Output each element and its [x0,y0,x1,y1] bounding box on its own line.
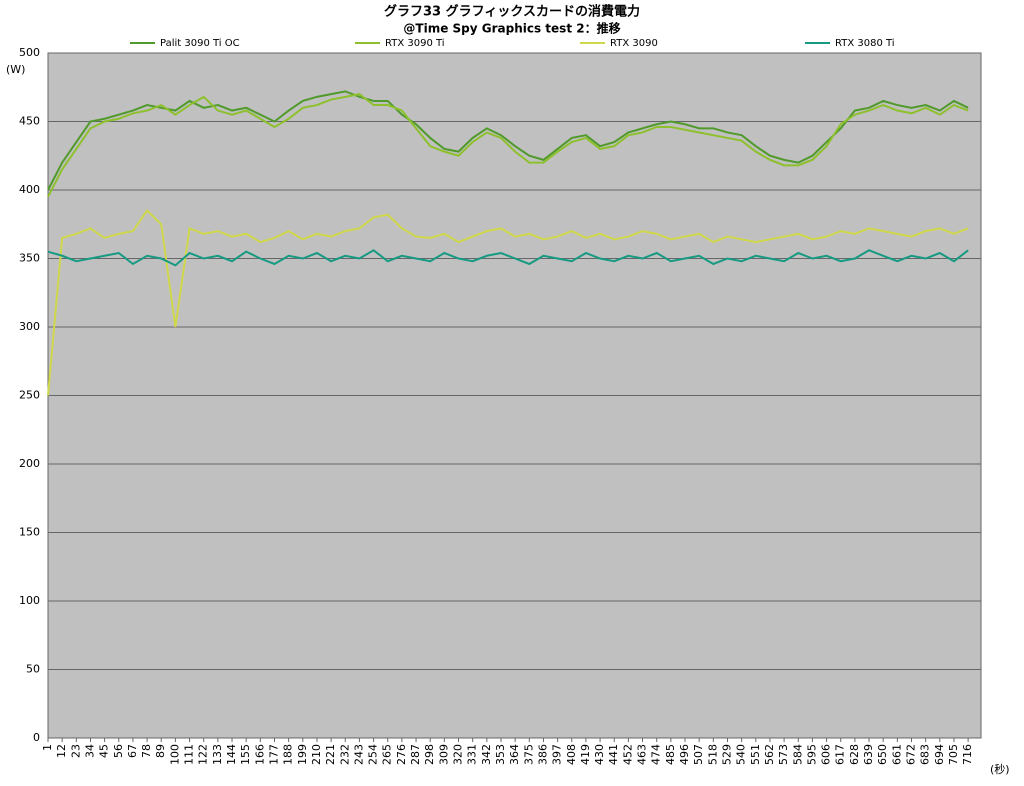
x-tick-label: 254 [367,744,380,765]
x-tick-label: 342 [480,744,493,765]
chart-title: グラフ33 グラフィックスカードの消費電力 [384,4,640,20]
x-tick-label: 650 [876,744,889,765]
x-tick-label: 188 [282,744,295,765]
x-tick-label: 705 [947,744,960,765]
x-tick-label: 628 [848,744,861,765]
x-tick-label: 419 [579,744,592,765]
x-tick-label: 529 [720,744,733,765]
x-tick-label: 23 [69,744,82,758]
y-tick-label: 400 [19,183,40,196]
x-tick-label: 441 [607,744,620,765]
legend-label: RTX 3090 Ti [385,38,445,49]
x-tick-label: 595 [805,744,818,765]
x-tick-label: 672 [905,744,918,765]
y-tick-label: 200 [19,457,40,470]
x-tick-label: 276 [395,744,408,765]
x-axis-label: (秒) [990,762,1010,776]
x-tick-label: 397 [551,744,564,765]
x-tick-label: 353 [494,744,507,765]
y-tick-label: 300 [19,320,40,333]
x-tick-label: 89 [154,744,167,758]
x-tick-label: 430 [593,744,606,765]
x-tick-label: 199 [296,744,309,765]
x-tick-label: 463 [636,744,649,765]
x-tick-label: 287 [409,744,422,765]
series-line [47,249,969,267]
y-tick-label: 350 [19,252,40,265]
x-tick-label: 452 [621,744,634,765]
x-tick-label: 716 [961,744,974,765]
x-tick-label: 309 [437,744,450,765]
y-tick-label: 150 [19,526,40,539]
x-tick-label: 617 [834,744,847,765]
x-tick-label: 265 [381,744,394,765]
y-tick-label: 500 [19,46,40,59]
x-tick-label: 331 [466,744,479,765]
x-tick-label: 485 [664,744,677,765]
x-tick-label: 408 [565,744,578,765]
x-tick-label: 496 [678,744,691,765]
x-tick-label: 518 [706,744,719,765]
y-tick-label: 250 [19,389,40,402]
x-tick-label: 34 [83,744,96,758]
x-tick-label: 232 [338,744,351,765]
x-tick-label: 12 [55,744,68,758]
x-tick-label: 166 [253,744,266,765]
x-tick-label: 375 [522,744,535,765]
x-tick-label: 573 [777,744,790,765]
x-tick-label: 540 [735,744,748,765]
legend-label: Palit 3090 Ti OC [160,38,240,49]
x-tick-label: 144 [225,744,238,765]
x-tick-label: 562 [763,744,776,765]
x-tick-label: 584 [791,744,804,765]
x-tick-label: 177 [267,744,280,765]
x-tick-label: 243 [352,744,365,765]
x-tick-label: 683 [919,744,932,765]
y-tick-label: 100 [19,594,40,607]
x-tick-label: 122 [197,744,210,765]
x-tick-label: 133 [211,744,224,765]
y-tick-label: 50 [26,663,40,676]
y-tick-label: 450 [19,115,40,128]
x-tick-label: 320 [452,744,465,765]
x-tick-label: 111 [183,744,196,765]
x-tick-label: 507 [692,744,705,765]
x-tick-label: 606 [820,744,833,765]
x-tick-label: 474 [650,744,663,765]
legend-label: RTX 3080 Ti [835,38,895,49]
x-tick-label: 694 [933,744,946,765]
x-tick-label: 364 [508,744,521,765]
y-tick-label: 0 [33,731,40,744]
x-tick-label: 155 [239,744,252,765]
x-tick-label: 551 [749,744,762,765]
x-tick-label: 1 [41,744,54,751]
legend-label: RTX 3090 [610,38,658,49]
y-axis-label: (W) [6,63,25,76]
chart-subtitle: @Time Spy Graphics test 2：推移 [403,21,620,36]
x-tick-label: 45 [98,744,111,758]
x-tick-label: 298 [423,744,436,765]
x-tick-label: 56 [112,744,125,758]
x-tick-label: 67 [126,744,139,758]
series-line [47,90,969,191]
x-tick-label: 78 [140,744,153,758]
x-tick-label: 661 [890,744,903,765]
x-tick-label: 221 [324,744,337,765]
series-line [47,93,969,198]
x-tick-label: 210 [310,744,323,765]
x-tick-label: 639 [862,744,875,765]
series-line [47,209,969,396]
x-tick-label: 100 [168,744,181,765]
x-tick-label: 386 [536,744,549,765]
